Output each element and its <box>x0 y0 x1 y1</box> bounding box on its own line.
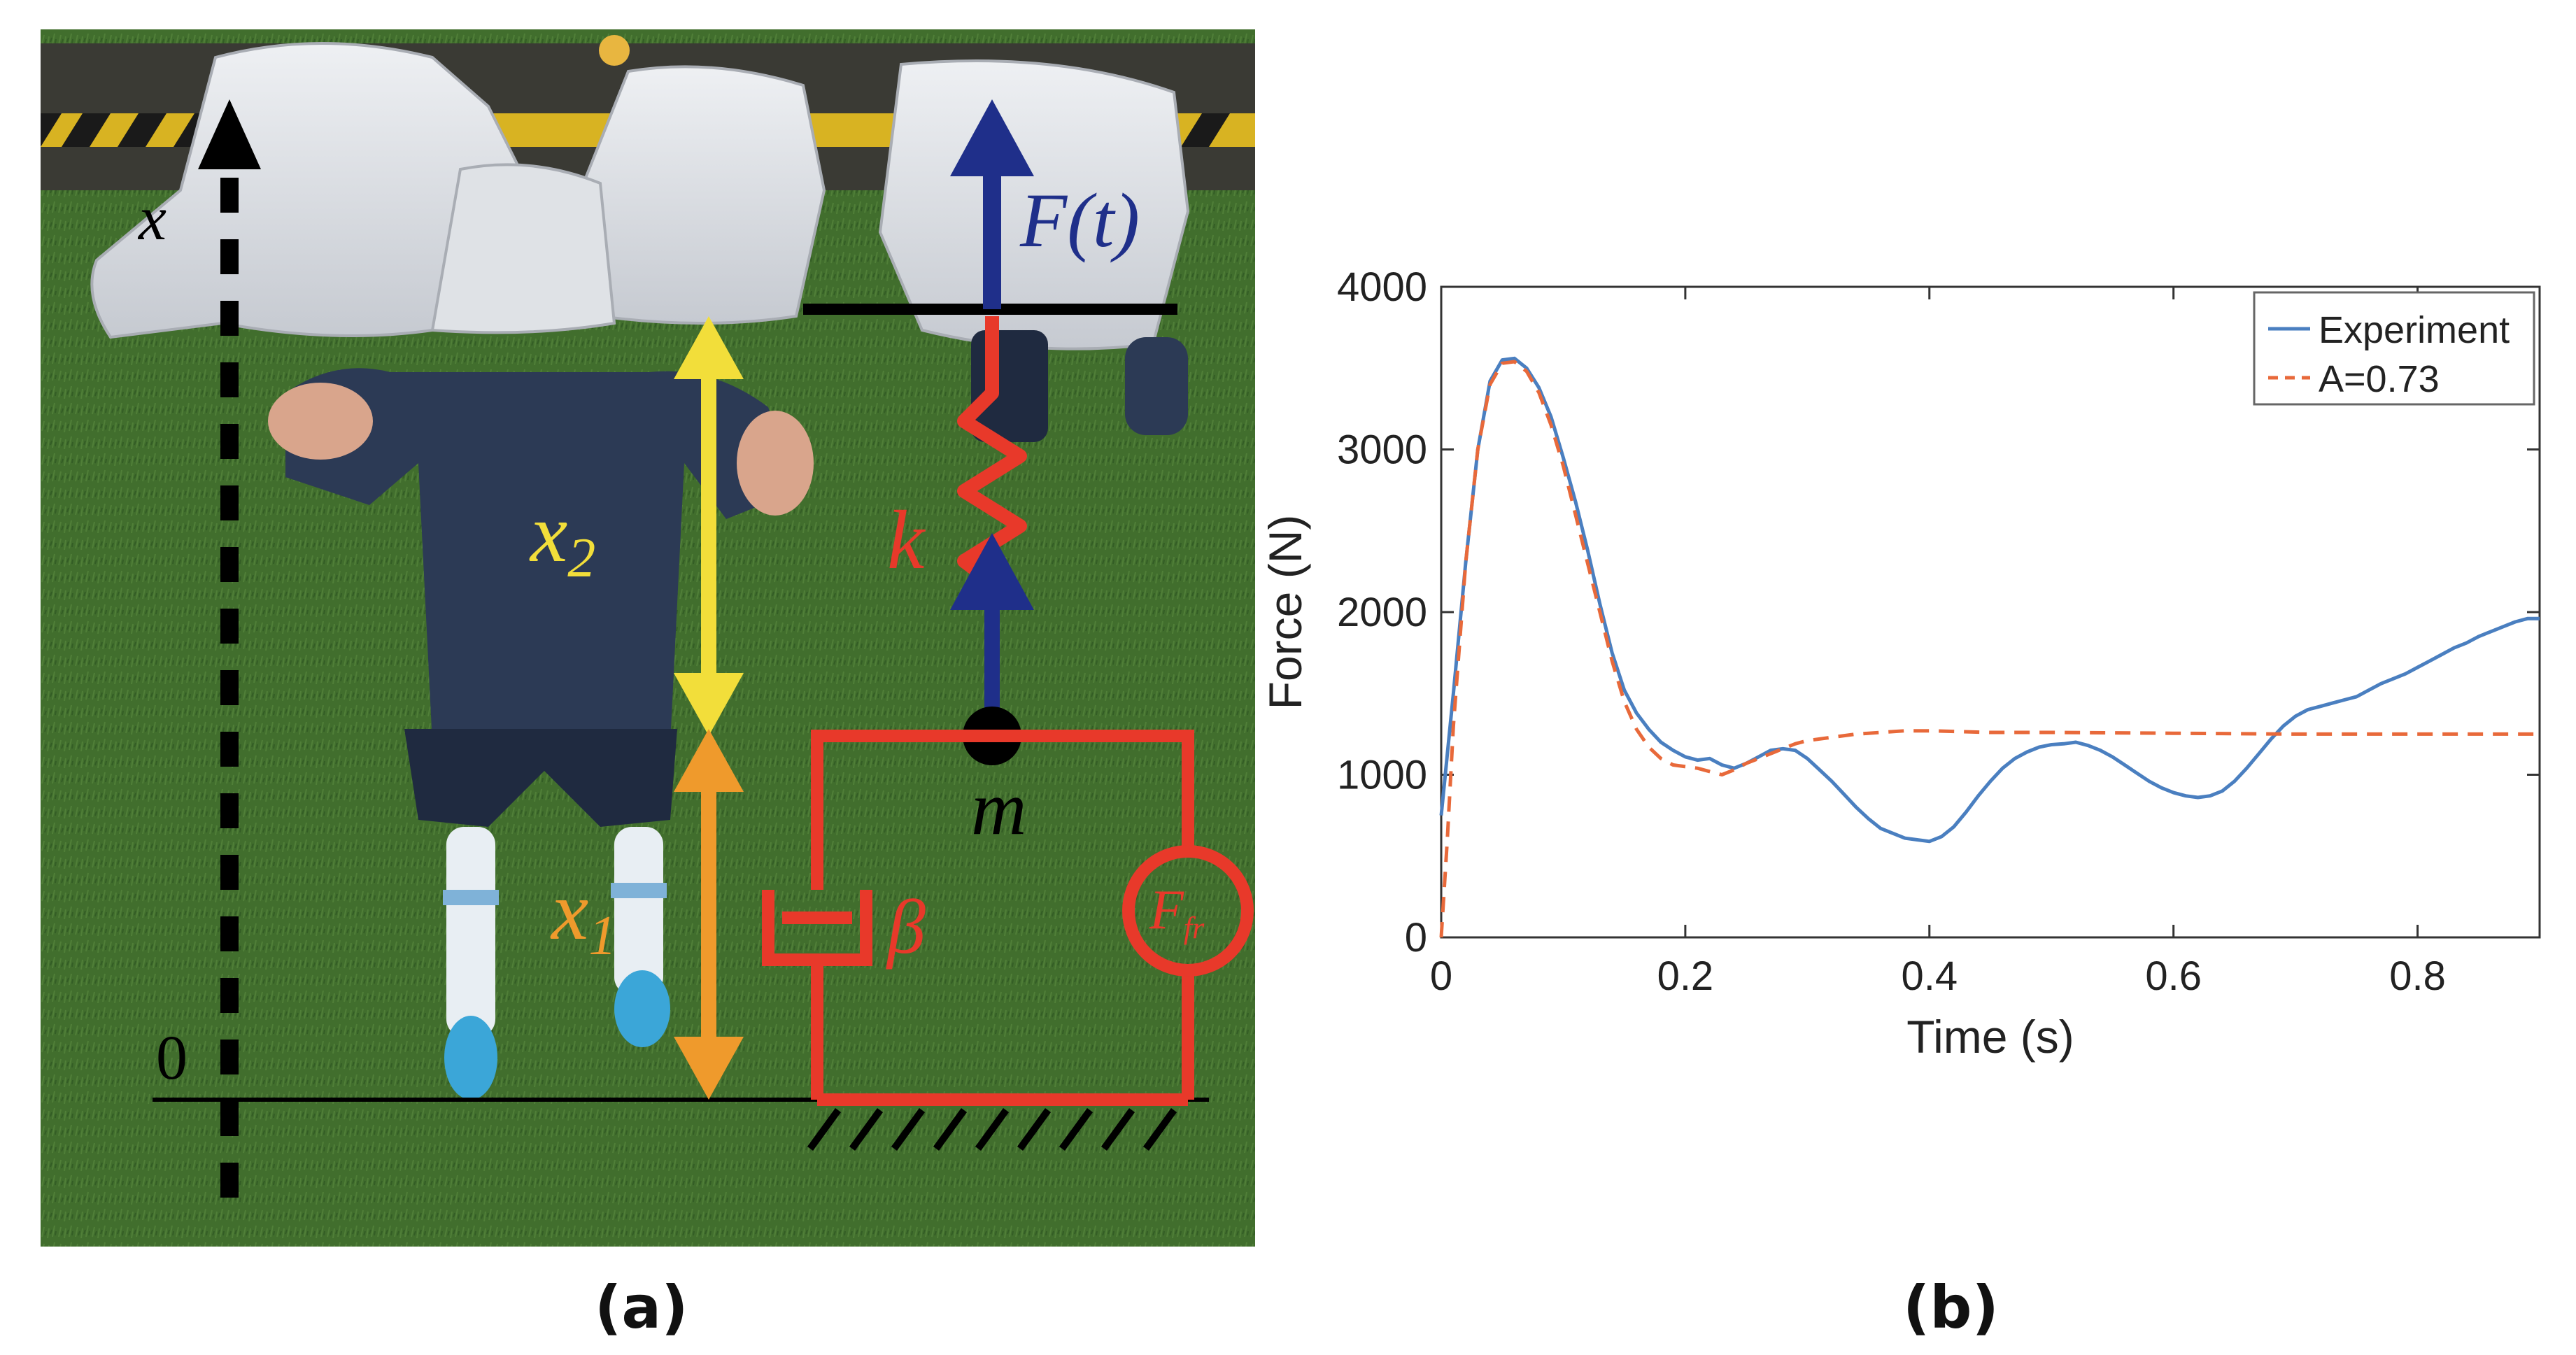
x1-arrow-head-bottom <box>674 1037 744 1100</box>
chart-series <box>1439 356 2540 938</box>
model-overlay: x 0 F(t) x2 x1 k m <box>137 99 1254 1198</box>
x-tick-label: 0 <box>1430 953 1452 999</box>
x-axis-label: x <box>137 184 167 253</box>
player-figure <box>268 330 1188 1100</box>
x-tick-label: 0.4 <box>1901 953 1958 999</box>
legend-label: A=0.73 <box>2319 358 2440 400</box>
friction-label: Ffr <box>1149 879 1205 945</box>
x1-label: x1 <box>550 864 616 967</box>
scrum-pads <box>90 42 1190 350</box>
panel-b-label: (b) <box>1903 1273 1999 1342</box>
force-arrow-head <box>950 99 1034 176</box>
spring-label: k <box>887 493 926 586</box>
series-line-model <box>1439 360 2540 938</box>
x1-arrow-head-top <box>674 729 744 792</box>
y-tick-label: 2000 <box>1337 590 1427 635</box>
x-tick-label: 0.2 <box>1657 953 1714 999</box>
damper <box>762 890 872 966</box>
origin-label: 0 <box>156 1023 187 1093</box>
legend-label: Experiment <box>2319 309 2510 351</box>
y-axis-title: Force (N) <box>1259 515 1311 710</box>
damper-label: β <box>886 884 926 970</box>
mechanism-frame <box>811 730 1194 1100</box>
y-tick-label: 4000 <box>1337 264 1427 310</box>
force-chart: 0 0.2 0.4 0.6 0.8 0 1000 2000 3000 4000 Experimen… <box>1259 264 2541 1063</box>
friction-element <box>1122 845 1254 977</box>
x2-arrow-head-bottom <box>674 673 744 736</box>
x2-arrow-head-top <box>674 316 744 379</box>
x-tick-label: 0.6 <box>2145 953 2202 999</box>
x-tick-label: 0.8 <box>2389 953 2446 999</box>
y-tick-label: 3000 <box>1337 427 1427 473</box>
chart-legend: Experiment A=0.73 <box>2253 291 2535 406</box>
force-label: F(t) <box>1019 178 1140 263</box>
x-axis-title: Time (s) <box>1906 1011 2074 1063</box>
y-tick-label: 0 <box>1405 915 1427 960</box>
mass-force-arrow-head <box>950 533 1034 610</box>
legend-box <box>2253 291 2535 406</box>
ground-hatch <box>807 1108 1177 1151</box>
chart-axes: 0 0.2 0.4 0.6 0.8 0 1000 2000 3000 4000 <box>1337 264 2541 999</box>
mass-label: m <box>971 765 1026 851</box>
panel-a-label: (a) <box>595 1273 688 1342</box>
y-tick-label: 1000 <box>1337 753 1427 798</box>
series-line-experiment <box>1439 356 2540 844</box>
photo-diagram <box>41 29 1255 1247</box>
x-axis-arrowhead <box>198 99 261 169</box>
x2-label: x2 <box>529 486 595 589</box>
photo-panel: x 0 F(t) x2 x1 k m <box>41 29 1255 1247</box>
